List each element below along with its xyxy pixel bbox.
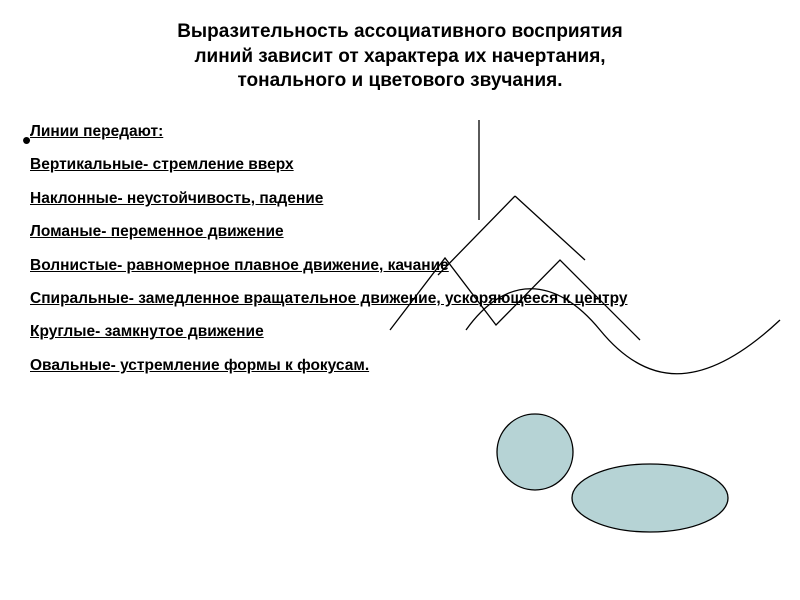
list-item: Круглые- замкнутое движение xyxy=(30,322,770,341)
list-item: Наклонные- неустойчивость, падение xyxy=(30,189,770,208)
slide-title: Выразительность ассоциативного восприяти… xyxy=(30,20,770,94)
text-list: Линии передают: Вертикальные- стремление… xyxy=(30,122,770,375)
list-item: Вертикальные- стремление вверх xyxy=(30,155,770,174)
list-item: Овальные- устремление формы к фокусам. xyxy=(30,356,770,375)
title-line-3: тонального и цветового звучания. xyxy=(237,70,562,91)
slide-container: Выразительность ассоциативного восприяти… xyxy=(0,0,800,600)
list-item: Линии передают: xyxy=(30,122,770,141)
list-item: Волнистые- равномерное плавное движение,… xyxy=(30,256,770,275)
list-item: Спиральные- замедленное вращательное дви… xyxy=(30,289,770,308)
circle-shape xyxy=(497,414,573,490)
title-line-2: линий зависит от характера их начертания… xyxy=(194,46,605,67)
list-item: Ломаные- переменное движение xyxy=(30,222,770,241)
ellipse-shape xyxy=(572,464,728,532)
title-line-1: Выразительность ассоциативного восприяти… xyxy=(177,21,623,42)
